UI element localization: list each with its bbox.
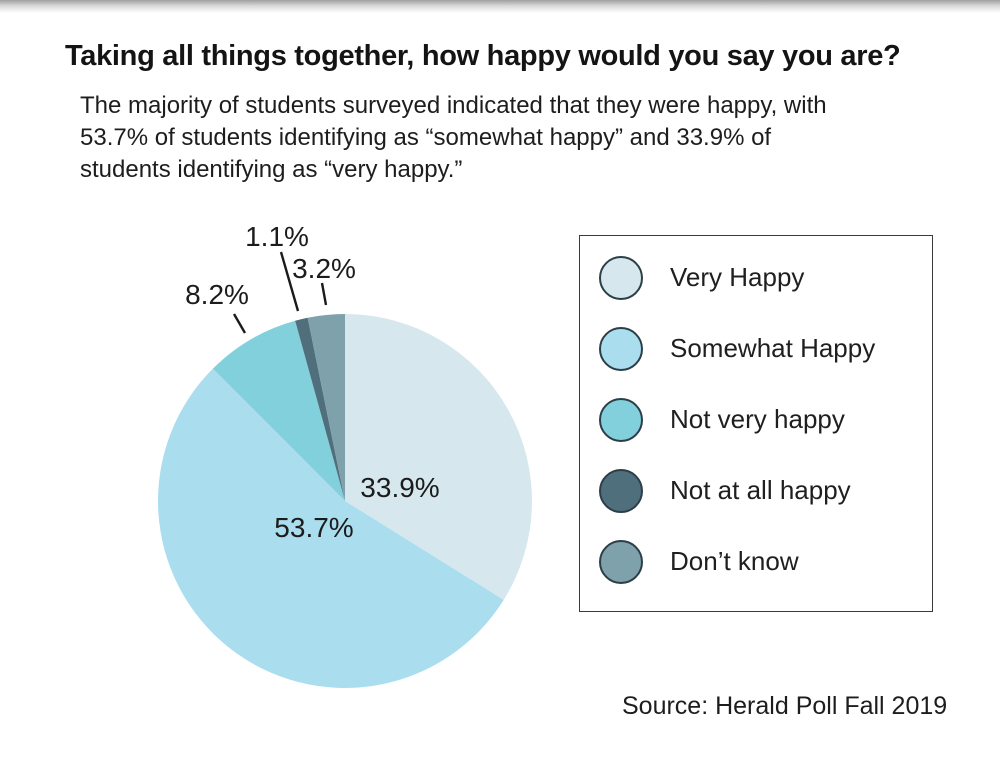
pie-value-label-not-at-all-happy: 1.1%	[245, 221, 309, 252]
source-attribution: Source: Herald Poll Fall 2019	[622, 692, 948, 720]
callout-line-not-at-all-happy	[279, 251, 300, 312]
legend-item-very-happy: Very Happy	[599, 242, 932, 313]
pie-slice-very-happy	[345, 314, 533, 600]
legend-item-dont-know: Don’t know	[599, 526, 932, 597]
legend-swatch-somewhat-happy	[599, 326, 643, 371]
chart-title: Taking all things together, how happy wo…	[65, 40, 901, 72]
callout-line-not-very-happy	[232, 313, 247, 334]
subtitle-line-1: The majority of students surveyed indica…	[80, 92, 827, 119]
chart-subtitle: The majority of students surveyed indica…	[80, 90, 827, 186]
pie-slice-somewhat-happy	[158, 368, 504, 688]
legend-swatch-not-at-all-happy	[599, 468, 643, 513]
pie-value-label-somewhat-happy: 53.7%	[274, 512, 354, 543]
pie-value-label-dont-know: 3.2%	[292, 253, 356, 284]
legend-swatch-dont-know	[599, 539, 643, 584]
callout-line-dont-know	[320, 282, 328, 306]
subtitle-line-2: 53.7% of students identifying as “somewh…	[80, 124, 772, 151]
pie-slice-don-t-know	[307, 314, 345, 501]
top-shadow-gradient	[0, 0, 1000, 13]
legend-label-not-at-all-happy: Not at all happy	[670, 475, 851, 505]
legend-swatch-very-happy	[599, 255, 643, 300]
pie-value-label-very-happy: 33.9%	[360, 472, 440, 503]
pie-slice-not-very-happy	[212, 320, 345, 501]
legend-swatch-not-very-happy	[599, 397, 643, 442]
legend-label-not-very-happy: Not very happy	[670, 404, 845, 434]
legend-label-dont-know: Don’t know	[670, 546, 799, 576]
legend-item-not-at-all-happy: Not at all happy	[599, 455, 932, 526]
pie-value-label-not-very-happy: 8.2%	[185, 279, 249, 310]
pie-slice-not-at-all-happy	[295, 317, 345, 501]
legend-box: Very Happy Somewhat Happy Not very happy…	[579, 235, 933, 612]
legend-item-somewhat-happy: Somewhat Happy	[599, 313, 932, 384]
legend-label-very-happy: Very Happy	[670, 262, 805, 292]
pie-slices-group	[158, 314, 533, 688]
legend-item-not-very-happy: Not very happy	[599, 384, 932, 455]
subtitle-line-3: students identifying as “very happy.”	[80, 156, 463, 183]
legend-label-somewhat-happy: Somewhat Happy	[670, 333, 876, 363]
